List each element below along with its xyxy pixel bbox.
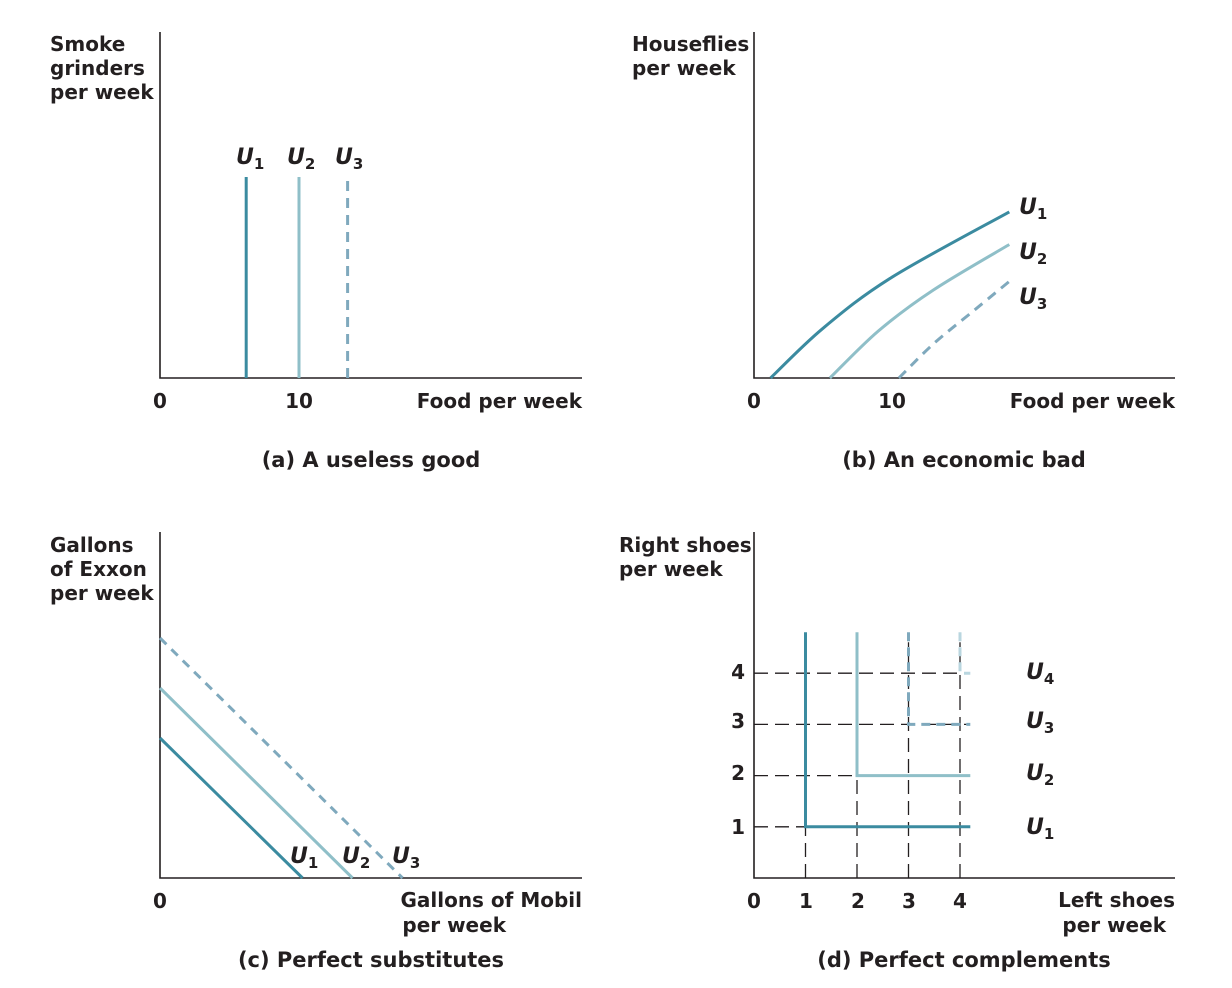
b-curve-u3 [897,280,1011,380]
a-label-u2: U2 [287,145,315,173]
b-curves [769,210,1011,380]
d-ytick-4: 4 [731,660,745,684]
c-label-u1: U1 [290,844,318,872]
b-label-u3: U3 [1019,285,1047,313]
panel-b: Houseflies per week 0 10 Food per week (… [632,32,1176,472]
c-label-u1-sub: 1 [308,854,318,872]
d-guides [754,642,967,878]
d-label-u3-sub: 3 [1044,719,1054,737]
a-curves [244,177,350,378]
c-axes [159,532,582,879]
d-label-u1-sub: 1 [1044,825,1054,843]
a-label-u3: U3 [335,145,363,173]
a-xtick-0: 0 [153,389,167,413]
a-curve-labels: U1 U2 U3 [236,145,363,173]
d-label-u1: U1 [1026,815,1054,843]
c-curve-u1 [158,736,304,880]
c-curve-labels: U1 U2 U3 [290,844,420,872]
b-label-u2: U2 [1019,240,1047,268]
d-xtick-2: 2 [851,889,865,913]
b-label-u3-sub: 3 [1037,295,1047,313]
b-label-u1: U1 [1019,195,1047,223]
c-xtick-0: 0 [153,889,167,913]
a-axes [159,32,582,379]
c-label-u2-sub: 2 [360,854,370,872]
d-curve-u1 [804,632,971,829]
a-ylabel-line1: Smoke [50,32,125,56]
b-xlabel: Food per week [1010,389,1176,413]
d-xlabel-line2: per week [1062,913,1166,937]
d-ylabel-line2: per week [619,557,723,581]
a-xlabel: Food per week [417,389,583,413]
d-xtick-1: 1 [799,889,813,913]
a-title: (a) A useless good [262,448,481,472]
a-xtick-10: 10 [285,389,313,413]
d-label-u2-sub: 2 [1044,771,1054,789]
d-ylabel-line1: Right shoes [619,533,752,557]
panel-a: Smoke grinders per week 0 10 Food per we… [50,32,583,472]
c-label-u2: U2 [342,844,370,872]
a-label-u3-sub: 3 [353,155,363,173]
c-label-u3-sub: 3 [410,854,420,872]
d-curves [804,632,971,829]
c-curve-u3 [158,636,404,880]
c-label-u3: U3 [392,844,420,872]
d-curve-u3 [907,632,971,726]
d-label-u2: U2 [1026,761,1054,789]
d-label-u4: U4 [1026,660,1054,688]
d-ytick-1: 1 [731,815,745,839]
d-xtick-0: 0 [747,889,761,913]
a-ylabel-line3: per week [50,80,154,104]
b-label-u2-sub: 2 [1037,250,1047,268]
a-label-u1-sub: 1 [254,155,264,173]
a-ylabel-line2: grinders [50,56,145,80]
c-xlabel-line1: Gallons of Mobil [400,888,582,912]
b-curve-u2 [828,243,1011,380]
c-ylabel-line3: per week [50,581,154,605]
c-curves [158,636,404,880]
d-title: (d) Perfect complements [817,948,1111,972]
b-curve-u1 [769,210,1011,380]
d-xtick-4: 4 [953,889,967,913]
d-axes [753,532,1175,879]
panel-c: Gallons of Exxon per week 0 Gallons of M… [50,532,582,972]
b-ylabel-line2: per week [632,56,736,80]
b-curve-labels: U1 U2 U3 [1019,195,1047,313]
c-title: (c) Perfect substitutes [238,948,504,972]
c-xlabel-line2: per week [402,913,506,937]
b-title: (b) An economic bad [842,448,1086,472]
a-label-u1: U1 [236,145,264,173]
d-xlabel-line1: Left shoes [1058,888,1175,912]
d-label-u4-sub: 4 [1044,670,1054,688]
b-xtick-0: 0 [747,389,761,413]
d-curve-labels: U1 U2 U3 U4 [1026,660,1054,843]
d-curve-u2 [855,632,971,778]
b-axes [753,32,1175,379]
d-label-u3: U3 [1026,709,1054,737]
b-label-u1-sub: 1 [1037,205,1047,223]
c-curve-u2 [158,686,354,880]
a-label-u2-sub: 2 [305,155,315,173]
d-ytick-3: 3 [731,709,745,733]
d-ytick-2: 2 [731,761,745,785]
c-ylabel-line1: Gallons [50,533,134,557]
b-ylabel-line1: Houseflies [632,32,749,56]
d-curve-u4 [958,632,971,675]
c-ylabel-line2: of Exxon [50,557,147,581]
panel-d: Right shoes per week 0 1 2 3 4 1 2 3 4 L… [619,532,1175,972]
b-xtick-10: 10 [878,389,906,413]
d-xtick-3: 3 [902,889,916,913]
